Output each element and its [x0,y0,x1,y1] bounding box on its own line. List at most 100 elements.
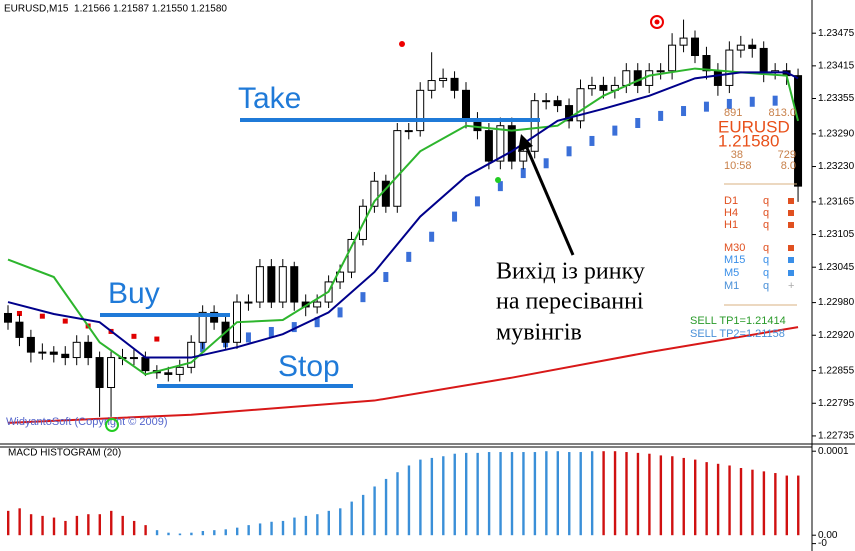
candle-body [244,301,253,304]
timeframe-square [788,210,794,216]
timeframe-square [788,257,794,263]
histogram-bar [465,452,468,536]
candle-body [290,266,299,303]
histogram-bar [270,521,273,536]
histogram-bar [602,451,605,536]
panel-price: 1.21580 [718,131,779,150]
candle-body [164,372,173,375]
indicator-dot [566,146,572,157]
timeframe-square [788,245,794,251]
candle-body [565,105,574,122]
candle-body [198,311,207,343]
y-tick-label: 1.22980 [818,297,855,308]
indicator-dot [360,292,366,303]
candle-body [267,266,276,303]
timeframe-signal: q [763,280,769,292]
histogram-bar [659,455,663,536]
candle-body [393,130,402,207]
histogram-bar [682,457,685,536]
histogram-bar [751,469,754,536]
y-tick-label: 1.23475 [818,28,855,39]
take-label: Take [238,82,301,115]
histogram-bar [613,451,617,536]
exit-text: Вихід із ринку [496,259,645,285]
candle-body [450,77,459,91]
histogram-bar [671,456,674,536]
candle-body [416,89,425,132]
histogram-bar [190,532,193,536]
histogram-bar [396,472,399,536]
candle-body [553,100,562,107]
signal-marker [105,418,119,432]
candle-body [587,84,596,90]
histogram-bar [716,463,720,536]
timeframe-mark: + [788,280,794,292]
indicator-dot [154,336,160,342]
panel-value: 38 [731,149,743,161]
candle-body [748,44,757,49]
y-tick-label: 1.23415 [818,60,855,71]
panel-value: 729 [778,149,796,161]
candle-body [347,238,356,273]
candle-body [210,311,219,323]
histogram-bar [224,529,227,536]
candle-body [507,125,516,162]
indicator-dot [39,313,45,319]
histogram-bar [167,532,170,536]
signal-marker [650,15,664,29]
histogram-bar [579,452,582,536]
indicator-dot [681,106,687,117]
watermark: WidyantoSoft (Copyright © 2009) [6,416,168,428]
indicator-dot [772,95,778,106]
candle-body [26,336,35,353]
histogram-bar [522,452,525,536]
candle-body [576,88,585,122]
histogram-bar [384,478,388,536]
candle-body [141,357,150,372]
histogram-bar [648,453,651,536]
exit-text: мувінгів [496,320,582,346]
timeframe-label: M15 [724,254,745,266]
timeframe-signal: q [763,195,769,207]
histogram-bar [361,494,365,536]
histogram-bar [419,459,422,536]
candle-body [129,357,138,360]
indicator-dot [429,231,435,242]
histogram-bar [327,510,330,536]
signal-marker [399,41,405,47]
histogram-bar [636,452,640,536]
candle-body [175,366,184,375]
candle-body [404,130,413,133]
timeframe-signal: q [763,219,769,231]
indicator-dot [291,322,297,333]
histogram-bar [121,515,124,536]
candle-body [84,341,93,359]
candle-body [702,55,711,72]
histogram-bar [556,451,559,536]
candle-body [278,266,287,303]
histogram-bar [694,459,697,536]
indicator-dot [337,307,343,318]
candle-body [691,37,699,57]
indicator-dot [452,211,458,222]
histogram-bar [568,452,571,536]
candle-body [38,351,47,354]
histogram-bar [304,515,308,536]
histogram-bar [533,452,537,536]
y-tick-label: 1.22795 [818,398,855,409]
candle-body [255,266,264,303]
candle-body [725,49,734,86]
candle-body [484,130,493,162]
timeframe-square [788,198,794,204]
timeframe-label: M30 [724,242,745,254]
indicator-dot [703,101,709,112]
candle-body [439,77,448,82]
indicator-dot [589,135,595,146]
histogram-bar [762,471,766,536]
histogram-bar [705,462,708,536]
candle-body [187,341,196,368]
indicator-dot [497,181,503,192]
candle-body [107,357,116,388]
histogram-bar [373,486,376,536]
